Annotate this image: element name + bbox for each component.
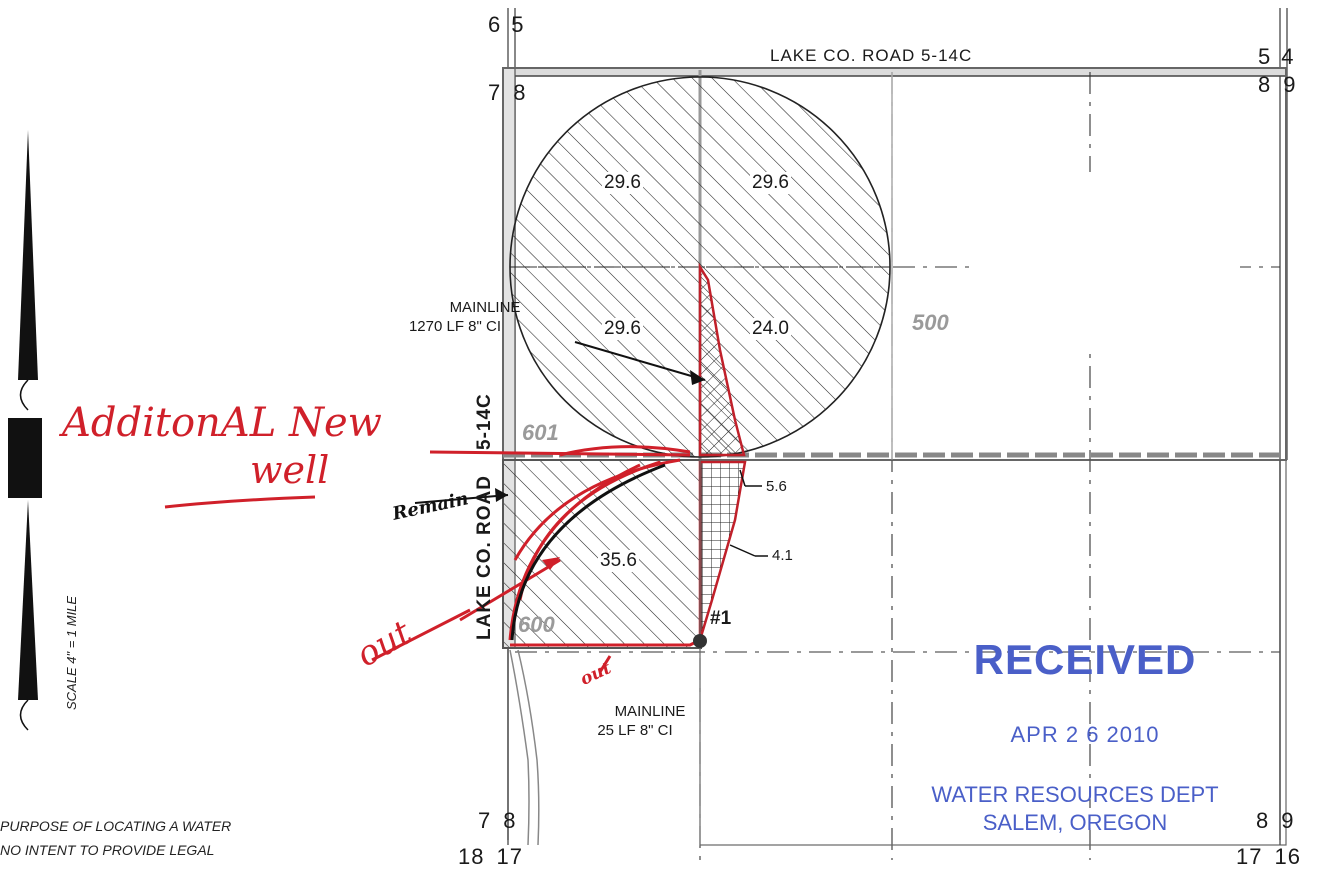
stamp-date: APR 2 6 2010 [1010,722,1160,747]
area-4-1: 4.1 [772,547,793,564]
handwritten-well: well [250,448,330,492]
red-markup [371,445,701,673]
road-label-side-lower: LAKE CO. ROAD [474,475,495,640]
area-5-6: 5.6 [766,478,787,495]
disclaimer-line-2: NO INTENT TO PROVIDE LEGAL [0,842,215,858]
mainline-lower-callout: MAINLINE 25 LF 8" CI [597,703,686,739]
parcel-600: 600 [518,612,555,637]
mainline-upper-callout: MAINLINE 1270 LF 8" CI [408,299,521,335]
acreage-sw: 29.6 [602,318,643,340]
acreage-nw: 29.6 [602,172,643,194]
parcel-500: 500 [912,310,949,335]
stamp-city: SALEM, OREGON [982,810,1168,835]
acreage-ne: 29.6 [750,172,791,194]
scale-note: SCALE 4" = 1 MILE [64,595,79,710]
north-arrow [8,130,42,731]
acreage-se: 24.0 [750,318,791,340]
parcel-601: 601 [522,420,559,445]
top-road [502,67,1287,77]
stamp-dept: WATER RESOURCES DEPT [931,782,1219,807]
stamp-area [970,172,1240,352]
corner-bottom-right: 17 16 [1236,844,1301,869]
road-label-side-upper: 5-14C [474,393,495,450]
road-label-top: LAKE CO. ROAD 5-14C [770,46,973,65]
stamp-received: RECEIVED [973,636,1197,683]
disclaimer-line-1: PURPOSE OF LOCATING A WATER [0,818,232,834]
well-label: #1 [710,608,732,629]
well-point [693,634,707,648]
handwritten-additional-new: AdditonAL New [62,400,382,446]
corner-bottom-left: 18 17 [458,844,523,869]
acreage-lower: 35.6 [598,550,639,572]
crosshatch-wedge [698,262,746,457]
